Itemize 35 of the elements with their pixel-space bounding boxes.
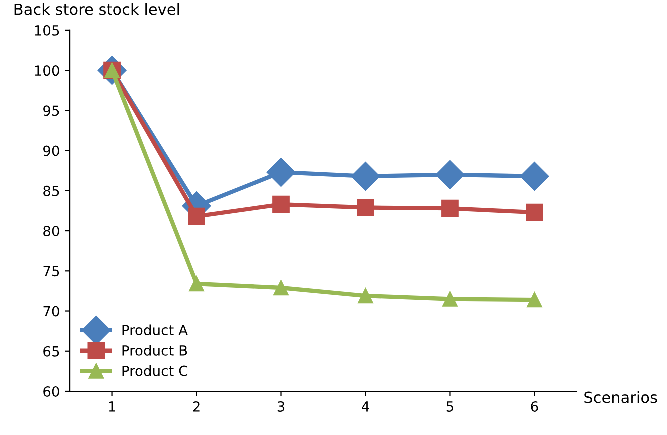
x-tick-label: 2 (193, 401, 200, 412)
y-tick-label: 90 (44, 146, 60, 156)
y-tick-label: 95 (44, 106, 60, 116)
point (351, 162, 380, 191)
point (520, 162, 550, 191)
point (274, 280, 289, 296)
legend-label: Product B (122, 345, 188, 356)
y-tick-label: 105 (35, 25, 60, 36)
y-tick-label: 70 (44, 306, 60, 317)
y-tick-label: 85 (44, 186, 60, 196)
legend-label: Product C (122, 366, 188, 376)
point (266, 158, 296, 187)
point (357, 199, 374, 216)
y-tick-label: 65 (44, 346, 60, 357)
point (358, 288, 374, 304)
legend-label: Product A (122, 324, 188, 336)
point (526, 204, 544, 222)
point (442, 292, 458, 307)
x-tick-label: 3 (278, 401, 285, 412)
point (442, 200, 459, 218)
y-tick-label: 60 (44, 386, 60, 397)
y-tick-label: 100 (35, 66, 60, 76)
x-tick-label: 4 (362, 402, 370, 412)
x-tick-label: 1 (109, 402, 116, 412)
point (436, 160, 465, 190)
x-tick-label: 5 (446, 402, 454, 412)
point (527, 292, 542, 308)
x-axis-title: Scenarios (584, 392, 658, 404)
y-tick-label: 80 (44, 226, 60, 237)
point (189, 276, 204, 292)
y-tick-label: 75 (44, 266, 60, 277)
point (272, 196, 290, 214)
point (188, 208, 206, 226)
x-tick-label: 6 (531, 401, 538, 412)
y-axis-title: Back store stock level (14, 3, 180, 16)
